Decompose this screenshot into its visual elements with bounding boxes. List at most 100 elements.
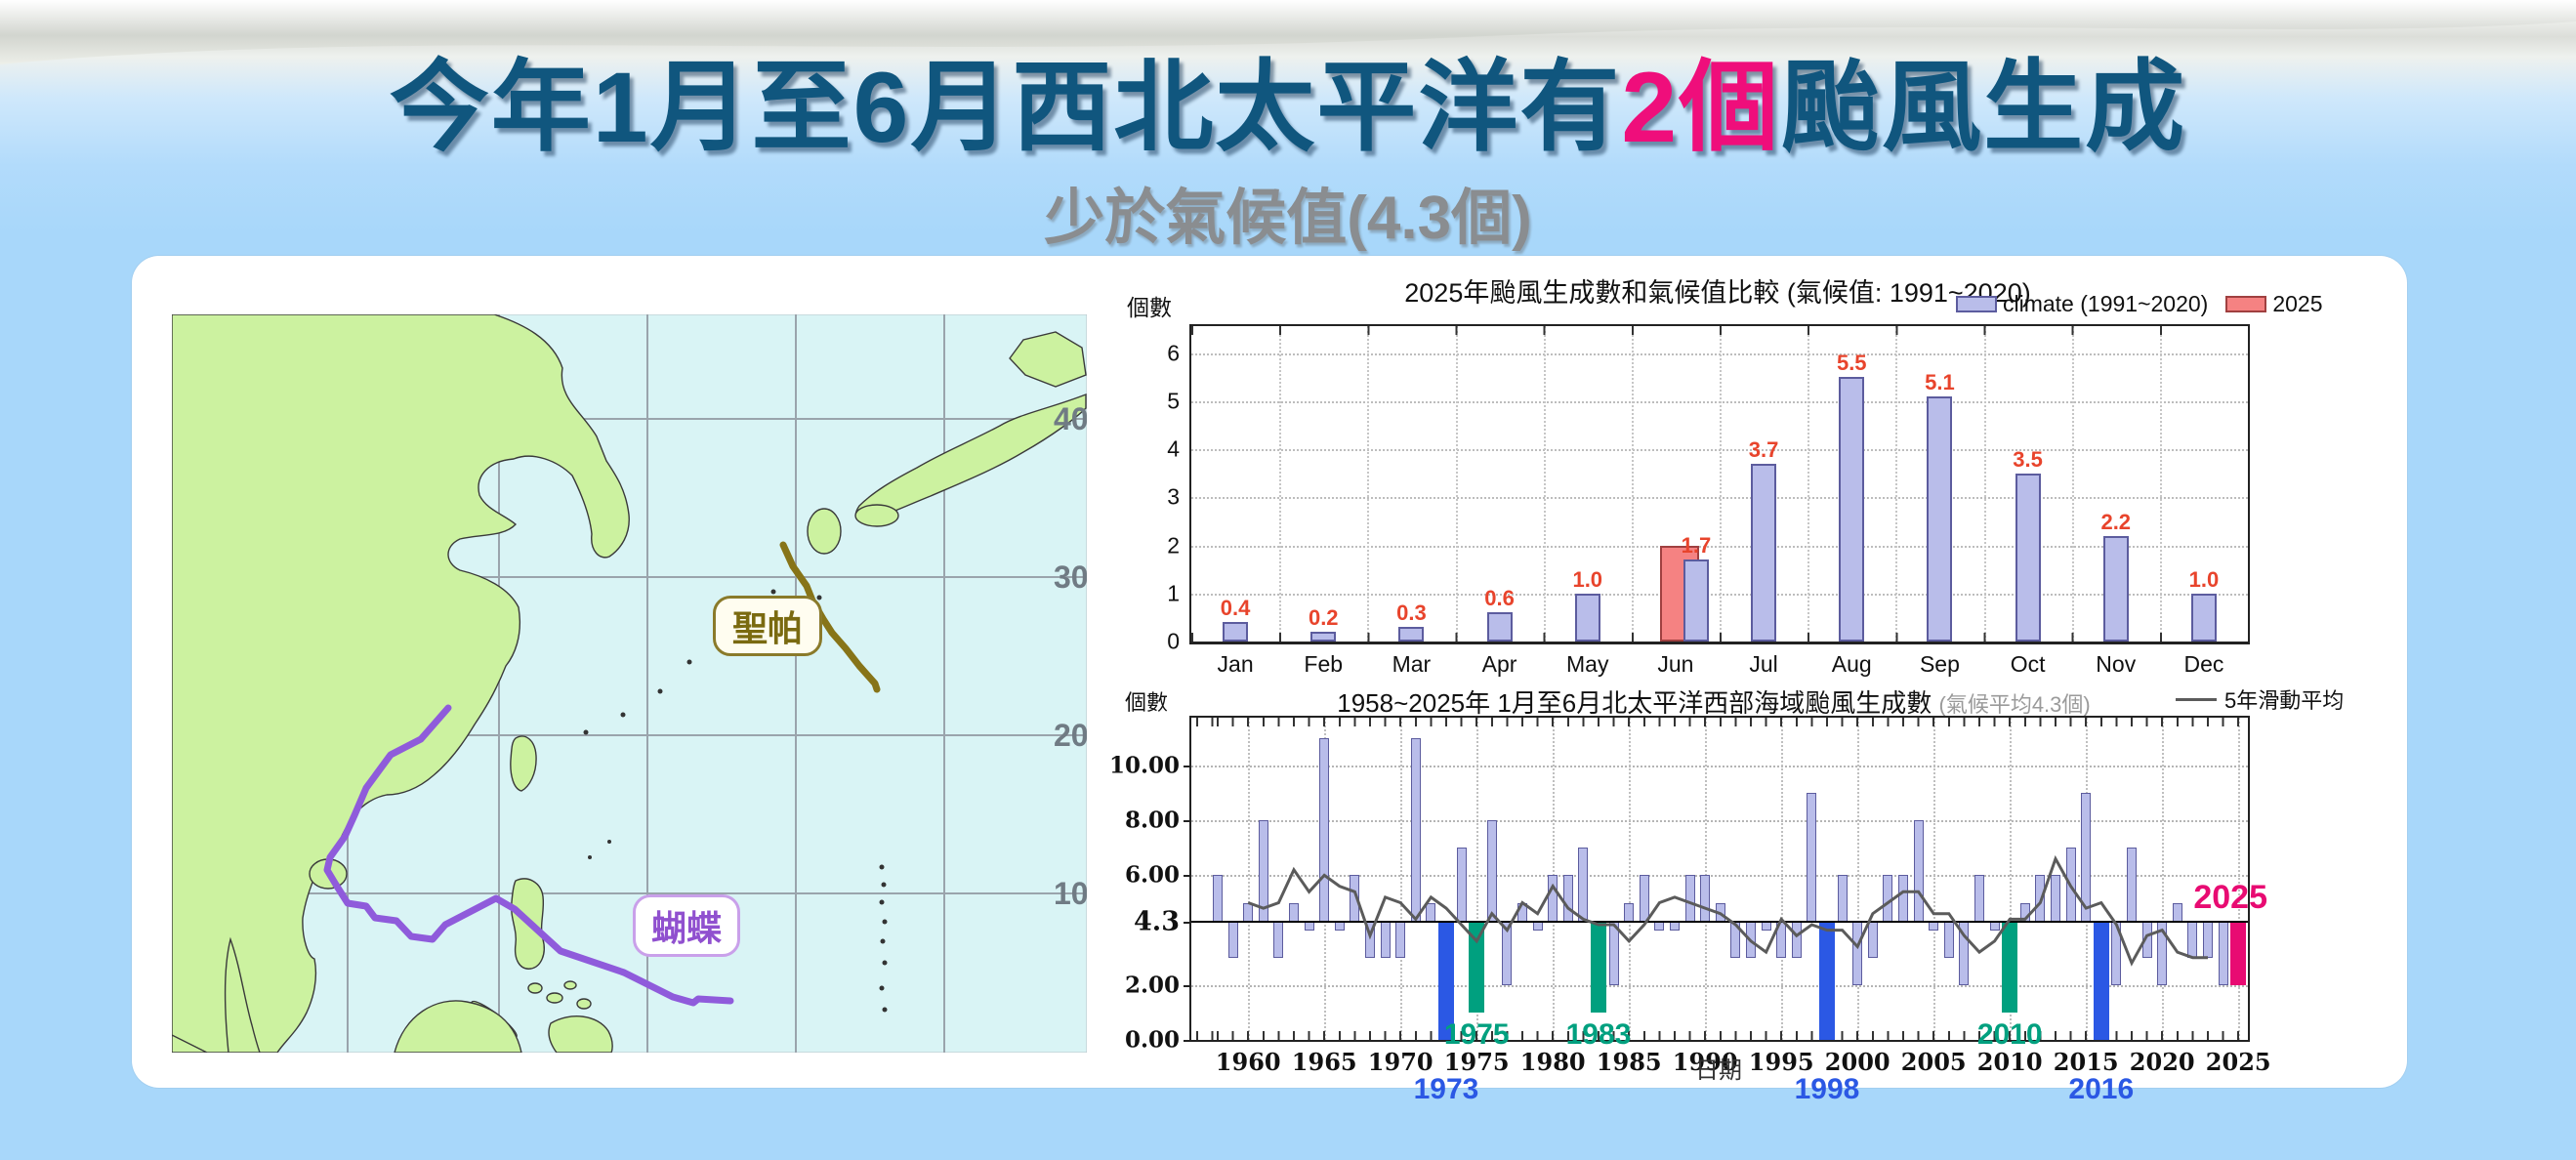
annual-chart-plot: 1973 1975 1983 1998 2010 2016 2025 0.00 2.00 4.3 6…: [1109, 716, 2271, 1105]
bar-2009: [1989, 922, 2000, 931]
mindanao: [548, 1015, 613, 1054]
x-tick-label-2010: 2010: [1976, 1048, 2043, 1076]
legend-swatch-climate: [1956, 296, 1997, 312]
gridline-month: [1279, 326, 1282, 642]
gridline-2020: [2162, 718, 2165, 1040]
bar-climate-Dec: [2190, 593, 2217, 642]
bar-2018: [2127, 848, 2137, 923]
bar-1975: [1469, 922, 1485, 1013]
bar-2012: [2035, 875, 2046, 923]
gridline-1985: [1629, 718, 1632, 1040]
y-tick-label: 3: [1167, 483, 1180, 510]
x-tick-label-Aug: Aug: [1831, 651, 1872, 677]
map-canvas: 40 30 20 10: [171, 313, 1089, 1054]
bar-value-label-Sep: 5.1: [1925, 369, 1955, 394]
bar-1964: [1304, 922, 1314, 931]
bar-2010: [2002, 922, 2018, 1013]
bar-1988: [1670, 922, 1680, 931]
y-tick-label-10.00: 10.00: [1108, 752, 1180, 779]
y-tick-label-2.00: 2.00: [1124, 972, 1180, 999]
bar-2016: [2093, 922, 2109, 1040]
gridline-month: [1455, 326, 1458, 642]
bar-value-label-Apr: 0.6: [1484, 586, 1515, 611]
bar-1993: [1746, 922, 1756, 958]
bar-1961: [1258, 820, 1268, 923]
bar-2019: [2141, 922, 2152, 958]
lat-label-20: 20: [1054, 718, 1087, 753]
bar-value-label-Dec: 1.0: [2188, 566, 2220, 592]
y-tick-mark-2.00: [1184, 984, 1191, 987]
header-swoosh-decoration: [0, 0, 2576, 64]
bar-2007: [1959, 922, 1970, 985]
title-highlight-count: 2個: [1621, 52, 1781, 163]
gridline-y2: [1191, 984, 2248, 987]
highlight-year-label-2016: 2016: [2068, 1073, 2135, 1105]
track-wutip: [323, 704, 734, 1007]
bar-1981: [1562, 875, 1573, 923]
bar-1992: [1730, 922, 1741, 958]
legend-swatch-2025: [2225, 296, 2267, 312]
x-tick-label-Jun: Jun: [1657, 651, 1694, 677]
x-tick-label-1995: 1995: [1748, 1048, 1814, 1076]
bar-climate-Nov: [2102, 535, 2129, 642]
x-tick-label-Mar: Mar: [1392, 651, 1432, 677]
bar-value-label-Mar: 0.3: [1396, 601, 1427, 626]
gridline-month: [1367, 326, 1370, 642]
x-tick-label-May: May: [1566, 651, 1609, 677]
bar-2021: [2172, 902, 2182, 923]
y-tick-mark-0.00: [1184, 1040, 1191, 1042]
highlight-year-label-2010: 2010: [1976, 1017, 2043, 1051]
gridline-month: [1807, 326, 1810, 642]
minor-ticks-bottom: [1191, 1031, 2248, 1040]
annual-chart-title-note: (氣候平均4.3個): [1938, 692, 2091, 717]
bar-2025: [2230, 922, 2247, 985]
lat-label-10: 10: [1054, 876, 1087, 911]
typhoon-name-label-wutip: 蝴蝶: [633, 894, 740, 957]
x-tick-label-2005: 2005: [1900, 1048, 1967, 1076]
bar-climate-Apr: [1486, 612, 1513, 642]
hokkaido: [1009, 331, 1087, 388]
bar-2013: [2051, 875, 2060, 923]
bar-2017: [2111, 922, 2122, 985]
x-tick-label-2020: 2020: [2129, 1048, 2195, 1076]
bar-value-label-May: 1.0: [1572, 566, 1603, 592]
bar-value-label-Jul: 3.7: [1748, 436, 1779, 462]
x-tick-label-1965: 1965: [1291, 1048, 1357, 1076]
x-tick-label-Feb: Feb: [1304, 651, 1344, 677]
bar-1976: [1486, 820, 1497, 923]
annual-chart-legend: 5年滑動平均: [2176, 684, 2344, 715]
baseline-4_3: [1191, 921, 2248, 924]
bar-value-label-Nov: 2.2: [2100, 509, 2132, 534]
bar-2014: [2065, 848, 2076, 923]
bar-1967: [1350, 875, 1360, 923]
gridline-month: [1720, 326, 1722, 642]
gridline-2025: [2238, 718, 2241, 1040]
bar-1970: [1395, 922, 1406, 958]
x-tick-label-Apr: Apr: [1481, 651, 1517, 677]
y-tick-label: 4: [1167, 435, 1180, 462]
bar-climate-May: [1574, 593, 1600, 642]
bar-1995: [1776, 922, 1787, 958]
bar-2023: [2203, 922, 2213, 958]
visayas-3: [563, 980, 577, 990]
y-tick-label: 1: [1167, 580, 1180, 606]
lat-label-30: 30: [1054, 559, 1087, 595]
title-part1: 今年1月至6月西北太平洋有: [389, 52, 1622, 163]
monthly-chart-plot: 0 1 2 3 4 5 6 0.4 Jan 0.2 Feb 0.3 Mar 0.6 Apr 1.0 May 1.7…: [1167, 324, 2250, 677]
y-tick-mark-4.3: [1184, 922, 1191, 925]
bar-1979: [1532, 922, 1543, 931]
bar-2024: [2218, 922, 2228, 985]
bar-value-label-Feb: 0.2: [1308, 605, 1339, 631]
y-tick-label: 0: [1167, 628, 1180, 654]
bar-value-label-Oct: 3.5: [2013, 446, 2043, 472]
x-tick-label-2015: 2015: [2053, 1048, 2119, 1076]
y-tick-mark-10.00: [1184, 766, 1191, 767]
typhoon-name-label-sepat: 聖帕: [713, 596, 822, 656]
bar-1977: [1502, 922, 1513, 985]
bar-1997: [1807, 793, 1817, 923]
y-tick-mark-6.00: [1184, 875, 1191, 878]
x-tick-label-1970: 1970: [1367, 1048, 1433, 1076]
monthly-chart-title: 2025年颱風生成數和氣候值比較 (氣候值: 1991~2020): [1404, 278, 2031, 308]
bar-1985: [1624, 902, 1635, 923]
